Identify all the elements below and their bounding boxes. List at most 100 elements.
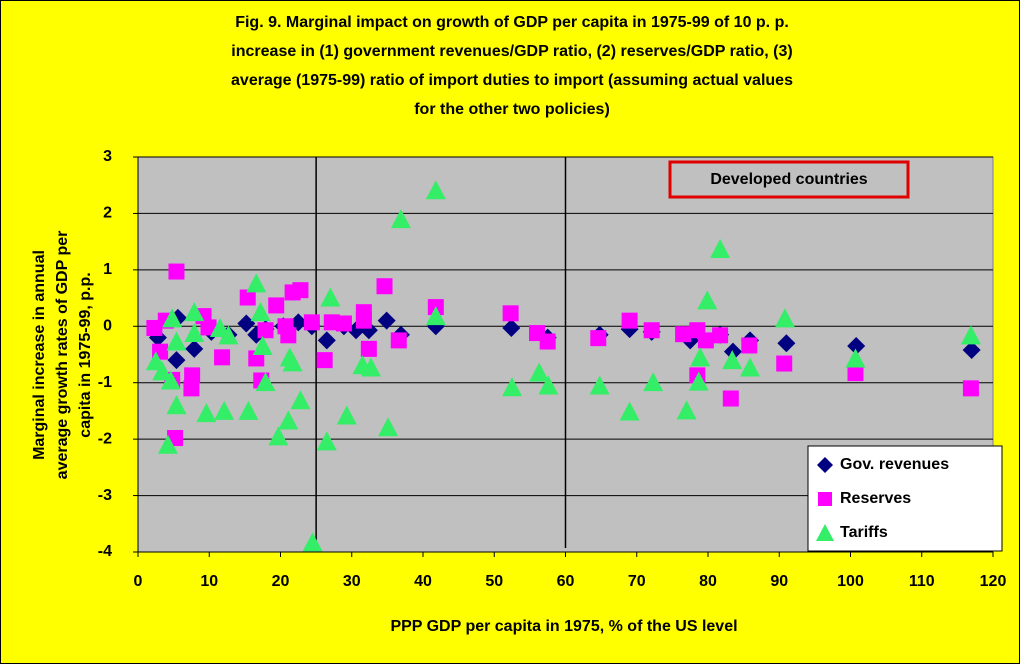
point [166, 395, 187, 415]
point [847, 337, 866, 356]
point [376, 278, 393, 295]
point [960, 325, 981, 345]
point [741, 337, 758, 354]
point [502, 305, 519, 322]
point [643, 322, 660, 339]
x-axis-label: PPP GDP per capita in 1975, % of the US … [390, 618, 737, 635]
point [157, 434, 178, 454]
point [619, 401, 640, 421]
point [538, 375, 559, 395]
point [643, 372, 664, 392]
point [688, 371, 709, 391]
point [712, 327, 729, 344]
point [278, 410, 299, 430]
point [845, 348, 866, 368]
point [184, 323, 205, 343]
x-tick-label: 120 [980, 573, 1007, 590]
y-tick-label: 0 [103, 318, 112, 335]
y-axis-label: average growth rates of GDP per [54, 231, 71, 480]
annotation: Developed countries [710, 171, 867, 188]
point [335, 315, 352, 332]
point [160, 370, 181, 390]
point [539, 333, 556, 350]
point [697, 332, 714, 349]
point [390, 332, 407, 349]
x-tick-label: 20 [272, 573, 290, 590]
point [200, 319, 217, 336]
point [184, 367, 201, 384]
point [962, 340, 981, 359]
legend-marker [817, 457, 833, 473]
y-tick-label: -3 [98, 487, 112, 504]
legend-marker [818, 492, 832, 506]
point [710, 238, 731, 258]
point [377, 311, 396, 330]
point [425, 306, 446, 326]
annotation-box [668, 160, 910, 199]
point [238, 400, 259, 420]
y-tick-label: -4 [98, 543, 112, 560]
point [676, 400, 697, 420]
point [282, 352, 303, 372]
x-tick-label: 60 [557, 573, 575, 590]
y-tick-label: 3 [103, 148, 112, 165]
chart-title: Fig. 9. Marginal impact on growth of GDP… [235, 14, 789, 31]
point [697, 290, 718, 310]
point [185, 339, 204, 358]
point [675, 326, 692, 343]
point [740, 357, 761, 377]
x-tick-label: 50 [485, 573, 503, 590]
y-tick-label: 1 [103, 261, 112, 278]
point [774, 308, 795, 328]
point [360, 357, 381, 377]
x-tick-label: 90 [770, 573, 788, 590]
point [292, 282, 309, 299]
point [214, 349, 231, 366]
x-tick-label: 110 [909, 573, 935, 590]
point [239, 289, 256, 306]
point [162, 308, 183, 328]
point [378, 417, 399, 437]
point [317, 331, 336, 350]
point [196, 403, 217, 423]
point [355, 304, 372, 321]
legend-label: Reserves [840, 490, 911, 507]
chart-title: for the other two policies) [414, 101, 610, 118]
x-tick-label: 30 [343, 573, 361, 590]
y-tick-label: 2 [103, 205, 112, 222]
point [167, 351, 186, 370]
point [502, 318, 521, 337]
point [320, 287, 341, 307]
point [777, 334, 796, 353]
legend-label: Gov. revenues [840, 456, 949, 473]
point [184, 302, 205, 322]
x-tick-label: 40 [414, 573, 432, 590]
x-tick-label: 0 [134, 573, 143, 590]
y-axis-label: capita in 1975-99, p.p. [77, 272, 94, 437]
point [529, 362, 550, 382]
point [722, 350, 743, 370]
point [390, 209, 411, 229]
point [280, 327, 297, 344]
point [257, 322, 274, 339]
point [847, 365, 864, 382]
point [168, 263, 185, 280]
legend-label: Tariffs [840, 524, 888, 541]
y-tick-label: -2 [98, 430, 112, 447]
x-tick-label: 70 [628, 573, 646, 590]
point [590, 330, 607, 347]
point [621, 312, 638, 329]
chart-title: increase in (1) government revenues/GDP … [231, 43, 792, 60]
y-tick-label: -1 [98, 374, 112, 391]
chart-title: average (1975-99) ratio of import duties… [231, 72, 793, 89]
point [268, 426, 289, 446]
point [214, 400, 235, 420]
legend-marker [816, 524, 834, 541]
y-axis-label: Marginal increase in annual [31, 250, 48, 460]
point [302, 532, 323, 552]
point [323, 314, 340, 331]
point [776, 355, 793, 372]
x-tick-label: 100 [837, 573, 864, 590]
point [237, 314, 256, 333]
